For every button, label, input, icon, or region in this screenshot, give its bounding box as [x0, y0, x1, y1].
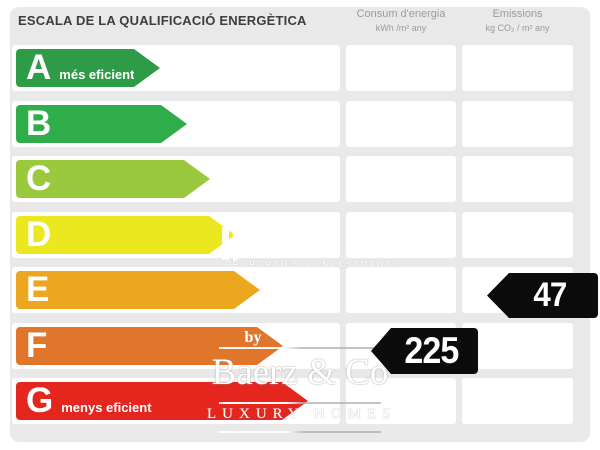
- watermark-by-label: by: [244, 329, 262, 346]
- rating-arrow-B: B: [16, 103, 161, 143]
- rating-note: més eficient: [59, 67, 135, 82]
- scale-cell: E: [12, 267, 340, 313]
- emissions-column-title: Emissions: [492, 8, 543, 20]
- consumption-value: 225: [403, 330, 459, 371]
- column-header-emissions: Emissions kg CO₂ / m² any: [462, 8, 573, 33]
- consumption-cell: [346, 100, 456, 147]
- scale-cell: D: [12, 211, 340, 258]
- scale-cell: B: [12, 100, 340, 147]
- consumption-column-title: Consum d'energia: [356, 8, 446, 20]
- rating-letter: C: [26, 159, 52, 198]
- rating-letter: B: [26, 103, 52, 143]
- rating-letter: A: [26, 48, 52, 87]
- rating-arrow-tip: [257, 326, 283, 365]
- watermark-divider: [219, 431, 381, 433]
- emissions-cell: [462, 322, 573, 369]
- rating-arrow-D: D: [16, 214, 209, 254]
- consumption-cell: [346, 211, 456, 258]
- rating-arrow-tip: [184, 160, 210, 198]
- watermark-divider: [219, 347, 375, 349]
- rating-arrow-tip: [134, 49, 160, 87]
- emissions-value-tag: 47: [487, 273, 598, 318]
- rating-arrow-E: E: [16, 271, 234, 309]
- rating-letter: F: [26, 325, 48, 365]
- watermark-brand-subtitle: LUXURY HOMES: [207, 406, 397, 422]
- rating-letter: E: [26, 270, 50, 309]
- watermark-tagline: PROPERTIES & INVESTMENTS: [224, 260, 402, 269]
- consumption-cell: [346, 378, 456, 424]
- consumption-cell: [346, 156, 456, 202]
- column-header-consumption: Consum d'energia kWh /m² any: [346, 8, 456, 33]
- scale-cell: C: [12, 156, 340, 202]
- rating-arrow-F: F: [16, 325, 257, 365]
- emissions-value: 47: [533, 276, 568, 314]
- consumption-value-tag: 225: [371, 328, 478, 374]
- rating-arrow-C: C: [16, 160, 184, 198]
- rating-letter: G: [26, 381, 54, 420]
- emissions-column-unit: kg CO₂ / m² any: [485, 23, 550, 33]
- watermark-brand-name: Baerz & Co: [211, 352, 389, 393]
- rating-row-B: B: [12, 100, 573, 147]
- rating-arrow-tip: [282, 382, 308, 420]
- emissions-cell: [462, 378, 573, 424]
- rating-letter: D: [26, 214, 52, 254]
- consumption-cell: [346, 45, 456, 91]
- rating-row-F: F: [12, 322, 573, 369]
- emissions-cell: [462, 156, 573, 202]
- emissions-cell: [462, 45, 573, 91]
- rating-note: menys eficient: [61, 400, 152, 415]
- watermark-divider: [219, 402, 381, 404]
- page-title: ESCALA DE LA QUALIFICACIÓ ENERGÈTICA: [18, 13, 307, 28]
- consumption-cell: [346, 267, 456, 313]
- partner-logo-watermark-fragment: [233, 223, 257, 263]
- rating-row-D: D: [12, 211, 573, 258]
- scale-cell: F: [12, 322, 340, 369]
- emissions-cell: [462, 211, 573, 258]
- rating-row-C: C: [12, 156, 573, 202]
- rating-arrow-tip: [234, 271, 260, 309]
- rating-row-E: E: [12, 267, 573, 313]
- rating-arrow-tip: [161, 104, 187, 143]
- partner-logo-watermark-fragment: [222, 227, 229, 260]
- emissions-cell: [462, 100, 573, 147]
- consumption-column-unit: kWh /m² any: [375, 23, 427, 33]
